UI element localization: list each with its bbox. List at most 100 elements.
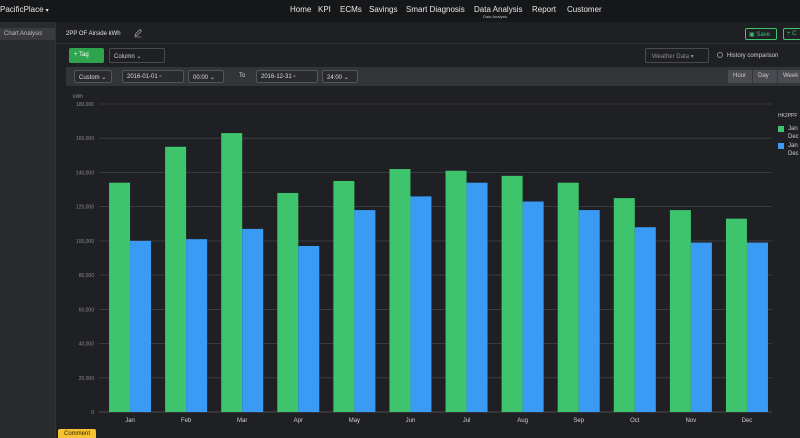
bar-series-1-dec[interactable] [725,218,747,412]
nav-savings[interactable]: Savings [369,5,398,14]
bar-series-1-mar[interactable] [221,133,243,412]
y-tick-label: 160,000 [76,136,94,142]
chevron-down-icon: ⌄ [343,75,349,81]
save-label: Save [756,32,771,38]
nav-ecms[interactable]: ECMs [340,5,362,14]
page-title: 2PP OF Airside kWh [66,31,121,37]
nav-data-analysis[interactable]: Data Analysis [474,5,523,14]
sidebar-item-chart-analysis[interactable]: Chart Analysis [0,28,55,40]
start-date-value: 2016-01-01 [127,74,158,80]
caret-down-icon: ▾ [690,54,694,60]
x-tick-label: Jul [463,418,471,424]
end-time-value: 24:00 [327,75,343,81]
bar-series-1-feb[interactable] [165,146,187,412]
main-panel: 2PP OF Airside kWh ▣ Save + C + Tag Colu… [57,22,800,438]
bar-series-1-may[interactable] [333,181,355,412]
x-tick-label: Jan [125,418,135,424]
bar-series-1-aug[interactable] [501,175,523,412]
legend-swatch [778,126,784,132]
range-type-value: Custom [79,75,100,81]
bar-series-2-jan[interactable] [130,240,152,412]
chevron-down-icon: ▾ [45,8,49,14]
bar-series-2-jul[interactable] [466,182,488,412]
y-tick-label: 60,000 [79,307,95,313]
y-tick-label: 20,000 [79,376,95,382]
granularity-day[interactable]: Day [753,70,777,83]
weather-data-select[interactable]: Weather Data ▾ [645,48,709,63]
bar-series-1-sep[interactable] [557,182,579,412]
save-icon: ▣ [749,32,755,38]
y-tick-label: 140,000 [76,170,94,176]
legend-swatch [778,143,784,149]
bar-series-2-dec[interactable] [746,242,768,412]
add-tag-button[interactable]: + Tag [69,48,104,63]
x-tick-label: Dec [742,418,753,424]
y-tick-label: 80,000 [79,273,95,279]
legend-label: Jan Dec [788,126,799,140]
start-time-select[interactable]: 00:00 ⌄ [188,70,224,83]
history-comparison-toggle[interactable]: History comparison [717,52,778,59]
bar-series-2-jun[interactable] [410,196,432,412]
y-axis-unit-label: kWh [73,94,83,100]
start-date-input[interactable]: 2016-01-01 ▫ [122,70,184,83]
end-time-select[interactable]: 24:00 ⌄ [322,70,358,83]
x-tick-label: Apr [294,418,303,424]
y-tick-label: 180,000 [76,102,94,108]
nav-report[interactable]: Report [532,5,557,14]
y-tick-label: 0 [91,410,94,416]
nav-smart-diagnosis[interactable]: Smart Diagnosis [406,5,465,14]
x-tick-label: Mar [237,418,247,424]
nav-customer[interactable]: Customer [567,5,602,14]
to-label: To [239,73,246,79]
calendar-icon: ▫ [293,74,296,80]
range-type-select[interactable]: Custom ⌄ [74,70,112,83]
calendar-icon: ▫ [159,74,162,80]
end-date-input[interactable]: 2016-12-31 ▫ [256,70,318,83]
x-tick-label: Sep [573,418,584,424]
radio-icon [717,52,723,58]
top-navigation-bar: PacificPlace ▾ Home KPI ECMs Savings Smar… [0,0,800,22]
column-chart: kWh 0 20,000 40,000 60,000 80,000 100,000 120,0… [73,94,772,424]
comment-tab[interactable]: Comment [58,429,96,438]
bar-series-1-jul[interactable] [445,170,467,412]
bar-series-1-nov[interactable] [669,210,691,412]
nav-data-analysis-sub: Data Analysis [483,14,508,19]
filter-bar: Custom ⌄ 2016-01-01 ▫ 00:00 ⌄ To 2016-12… [66,67,800,86]
bar-series-1-jan[interactable] [109,182,131,412]
bar-series-2-mar[interactable] [242,228,264,412]
y-tick-label: 120,000 [76,205,94,211]
x-tick-label: Feb [181,418,192,424]
project-selector[interactable]: PacificPlace ▾ [0,5,49,14]
edit-icon[interactable] [133,28,143,38]
bar-series-2-sep[interactable] [578,210,600,412]
bar-series-2-apr[interactable] [298,246,320,412]
weather-placeholder: Weather Data [652,54,689,60]
bar-series-2-aug[interactable] [522,201,544,412]
granularity-week[interactable]: Week [778,70,800,83]
bar-series-1-oct[interactable] [613,198,635,412]
end-date-value: 2016-12-31 [261,74,292,80]
granularity-hour[interactable]: Hour [728,70,752,83]
bar-series-2-oct[interactable] [634,227,656,412]
nav-home[interactable]: Home [290,5,312,14]
bar-series-2-nov[interactable] [690,242,712,412]
chevron-down-icon: ⌄ [136,54,142,60]
bar-series-1-jun[interactable] [389,169,411,412]
project-name: PacificPlace [0,5,44,14]
x-tick-label: Aug [517,418,528,424]
x-tick-label: Nov [686,418,697,424]
x-tick-label: Oct [630,418,640,424]
x-tick-label: Jun [406,418,416,424]
bar-series-2-may[interactable] [354,210,376,412]
chevron-down-icon: ⌄ [101,75,107,81]
start-time-value: 00:00 [193,75,209,81]
bar-series-2-feb[interactable] [186,239,208,412]
main-nav: Home KPI ECMs Savings Smart Diagnosis Da… [0,5,800,21]
copy-button[interactable]: + C [783,28,800,40]
chart-type-select[interactable]: Column ⌄ [109,48,165,63]
bar-series-1-apr[interactable] [277,192,299,412]
nav-kpi[interactable]: KPI [318,5,331,14]
save-button[interactable]: ▣ Save [745,28,777,40]
chevron-down-icon: ⌄ [209,75,215,81]
chart-title-bar: 2PP OF Airside kWh ▣ Save + C [57,22,800,44]
